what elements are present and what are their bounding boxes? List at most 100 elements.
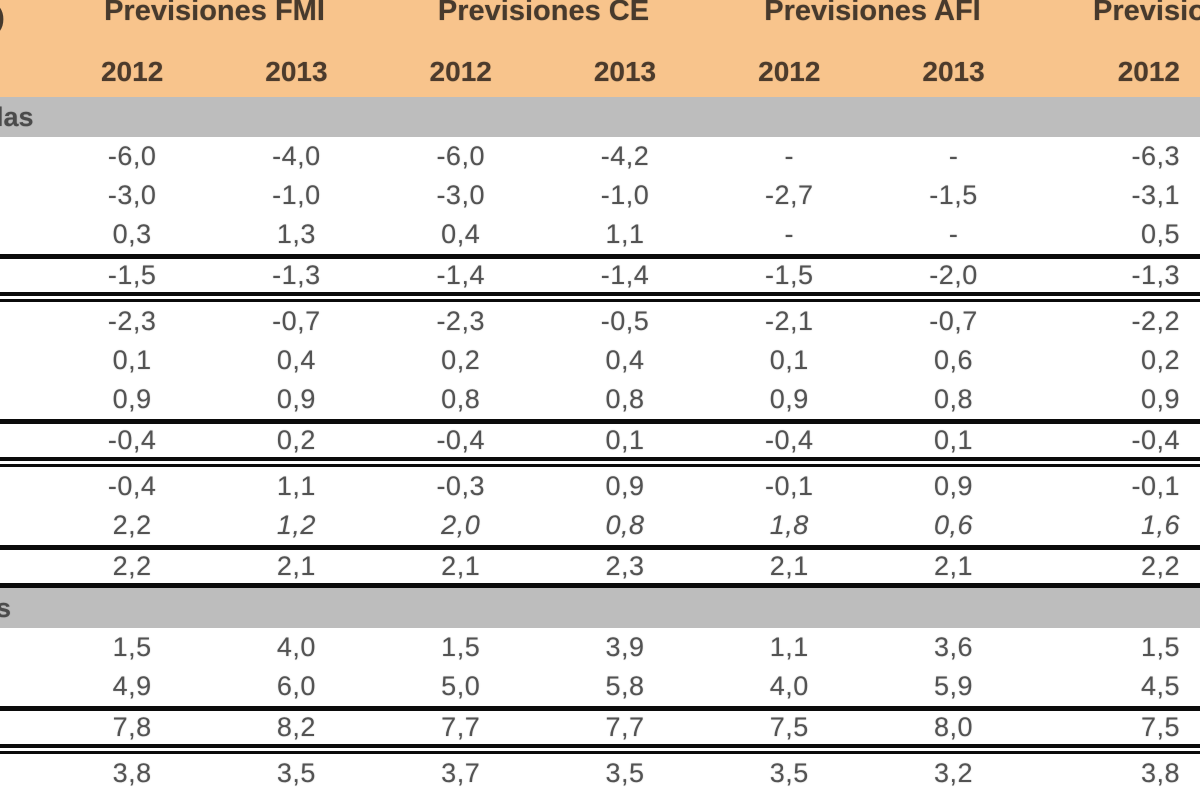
value-cell: -2,3: [107, 306, 157, 336]
value-cell: 3,8: [1140, 758, 1180, 788]
table-row: 0,1 0,4 0,2 0,4 0,1 0,6 0,2: [0, 341, 1200, 380]
table-row: 0,9 0,9 0,8 0,8 0,9 0,8 0,9: [0, 380, 1200, 419]
header-group-row: ) Previsiones FMI Previsiones CE Previsi…: [0, 0, 1200, 39]
value-cell: -0,4: [765, 425, 814, 455]
value-cell: 3,7: [441, 758, 481, 788]
value-cell: 4,9: [112, 671, 152, 701]
value-cell: 0,8: [441, 384, 481, 414]
table-row: 3,8 3,5 3,7 3,5 3,5 3,2 3,8: [0, 754, 1200, 793]
value-cell: 0,6: [934, 345, 974, 375]
value-cell: -2,3: [436, 306, 485, 336]
value-cell: 2,1: [934, 551, 974, 581]
divider-line: [0, 583, 1200, 588]
value-cell: -0,3: [436, 471, 485, 501]
value-cell: 3,8: [112, 758, 152, 788]
year-col-1: 2012: [100, 55, 164, 87]
value-cell: 7,5: [769, 712, 809, 742]
value-cell: 2,3: [605, 551, 645, 581]
value-cell: 3,2: [934, 758, 974, 788]
table-row: -3,0 -1,0 -3,0 -1,0 -2,7 -1,5 -3,1: [0, 176, 1200, 215]
value-cell: -0,4: [1131, 425, 1180, 455]
value-cell: -0,7: [929, 306, 978, 336]
year-col-6: 2013: [922, 55, 985, 87]
value-cell: 0,9: [934, 471, 974, 501]
value-cell: -6,0: [107, 141, 157, 171]
value-cell: 0,4: [276, 345, 316, 375]
value-cell: 2,2: [112, 510, 152, 540]
value-cell: 6,0: [276, 671, 316, 701]
value-cell: 2,1: [441, 551, 481, 581]
value-cell: 1,6: [1140, 510, 1180, 540]
value-cell: -4,2: [600, 141, 650, 171]
value-cell: -0,4: [107, 425, 157, 455]
table-row: -6,0 -4,0 -6,0 -4,2 - - -6,3: [0, 137, 1200, 176]
group-label-clipped: Previsio: [1093, 0, 1200, 27]
table-row: -2,3 -0,7 -2,3 -0,5 -2,1 -0,7 -2,2: [0, 302, 1200, 341]
value-cell: -0,5: [600, 306, 650, 336]
year-col-3: 2012: [429, 55, 492, 87]
year-col-7: 2012: [1117, 55, 1180, 87]
divider-line: [0, 706, 1200, 711]
value-cell: 7,5: [1140, 712, 1180, 742]
divider-double-line: [0, 744, 1200, 754]
value-cell: 0,5: [1140, 219, 1180, 249]
year-col-5: 2012: [758, 55, 821, 87]
section-band: las: [0, 97, 1200, 137]
value-cell: 4,5: [1140, 671, 1180, 701]
value-cell: 2,2: [112, 551, 152, 581]
value-cell: -1,4: [600, 260, 650, 290]
value-cell: 7,7: [605, 712, 645, 742]
value-cell: 1,5: [441, 632, 481, 662]
year-col-4: 2013: [593, 55, 657, 87]
value-cell: 1,1: [276, 471, 316, 501]
value-cell: 3,6: [934, 632, 974, 662]
value-cell: 0,4: [441, 219, 481, 249]
value-cell: -0,1: [1131, 471, 1180, 501]
value-cell: -1,0: [272, 180, 321, 210]
section-label-fragment: las: [0, 101, 34, 132]
divider-line: [0, 254, 1200, 259]
value-cell: 0,1: [934, 425, 974, 455]
value-cell: 4,0: [769, 671, 809, 701]
table-body: las-6,0-4,0-6,0-4,2---6,3-3,0-1,0-3,0-1,…: [0, 97, 1200, 793]
table-row: 4,9 6,0 5,0 5,8 4,0 5,9 4,5: [0, 667, 1200, 706]
value-cell: 0,2: [1140, 345, 1180, 375]
value-cell: -2,1: [765, 306, 814, 336]
value-cell: -: [948, 141, 959, 171]
value-cell: 1,5: [112, 632, 152, 662]
value-cell: -1,0: [600, 180, 650, 210]
value-cell: -: [948, 219, 959, 249]
group-label-ce: Previsiones CE: [437, 0, 650, 27]
header-year-row: 2012 2013 2012 2013 2012 2013 2012: [0, 39, 1200, 97]
value-cell: 1,3: [276, 219, 316, 249]
value-cell: 4,0: [276, 632, 316, 662]
value-cell: 7,8: [112, 712, 152, 742]
value-cell: 1,8: [769, 510, 809, 540]
table-row-total: 2,2 2,1 2,1 2,3 2,1 2,1 2,2: [0, 550, 1200, 583]
table-row-total: -1,5 -1,3 -1,4 -1,4 -1,5 -2,0 -1,3: [0, 259, 1200, 292]
table-row-total: 7,8 8,2 7,7 7,7 7,5 8,0 7,5: [0, 711, 1200, 744]
value-cell: 1,5: [1140, 632, 1180, 662]
header-stub-fragment: ): [0, 2, 50, 39]
value-cell: 3,5: [605, 758, 645, 788]
table-row: 1,5 4,0 1,5 3,9 1,1 3,6 1,5: [0, 628, 1200, 667]
value-cell: 0,8: [605, 384, 645, 414]
section-band: s: [0, 588, 1200, 628]
table-row: ) -0,4 1,1 -0,3 0,9 -0,1 0,9 -0,1: [0, 467, 1200, 506]
value-cell: 0,9: [1140, 384, 1180, 414]
value-cell: 5,8: [605, 671, 645, 701]
value-cell: -0,4: [436, 425, 485, 455]
value-cell: -6,0: [436, 141, 485, 171]
value-cell: 8,2: [276, 712, 316, 742]
value-cell: -1,4: [436, 260, 485, 290]
value-cell: 0,9: [605, 471, 645, 501]
value-cell: 0,8: [934, 384, 974, 414]
value-cell: 0,1: [769, 345, 809, 375]
value-cell: 5,9: [934, 671, 974, 701]
value-cell: -0,7: [272, 306, 321, 336]
row-stub-fragment: ): [0, 472, 50, 501]
value-cell: 0,1: [605, 425, 645, 455]
value-cell: -1,5: [765, 260, 814, 290]
table-header: ) Previsiones FMI Previsiones CE Previsi…: [0, 0, 1200, 97]
